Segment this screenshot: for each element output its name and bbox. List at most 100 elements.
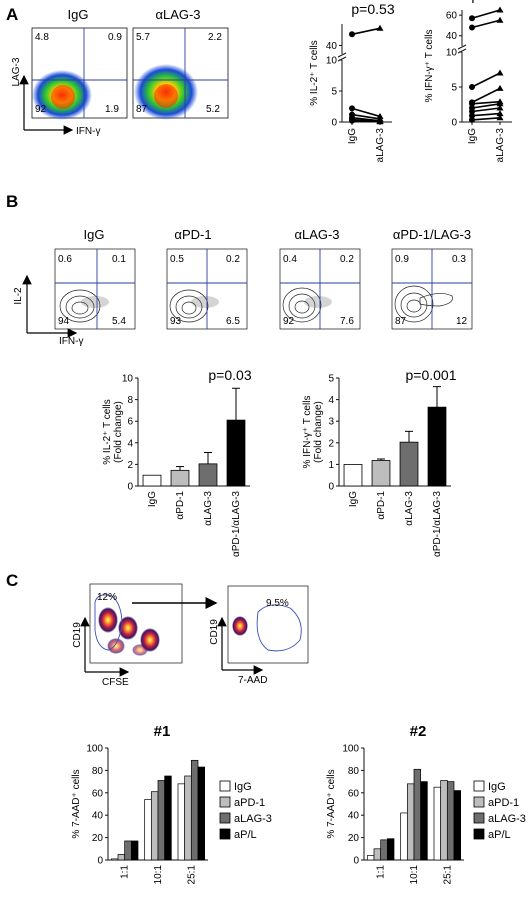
- flow-x-axis-label: 7-AAD: [238, 675, 267, 686]
- quad-bl: 92: [35, 104, 47, 115]
- quad-bl: 87: [395, 316, 407, 327]
- panel-b-flow-plots: IgG 0.6 0.1 94 5.4 αPD-1 0.5 0.2 93 6.: [13, 227, 473, 347]
- y-tick-label: 20: [348, 833, 360, 844]
- y-tick-label: 40: [446, 31, 458, 42]
- bar-apd-1: [440, 780, 448, 861]
- pair-line: [351, 27, 381, 36]
- pair-line: [351, 113, 381, 120]
- pair-line: [351, 116, 381, 122]
- bar-ap-l: [197, 766, 206, 861]
- flow-x-axis-label: CFSE: [102, 677, 129, 688]
- y-tick-label: 80: [348, 766, 360, 777]
- bar: [198, 463, 218, 487]
- flow-title: αLAG-3: [155, 7, 200, 22]
- bar-ap-l: [164, 775, 172, 861]
- quad-tl: 0.5: [170, 254, 184, 265]
- x-tick-label: 10:1: [409, 865, 420, 885]
- quad-tl: 0.6: [58, 254, 72, 265]
- quad-bl: 94: [58, 316, 70, 327]
- bar-apd-1: [373, 848, 382, 861]
- legend-swatch: [219, 796, 231, 808]
- flow-y-axis-label: IL-2: [13, 287, 24, 305]
- flow-y-axis-label: LAG-3: [11, 57, 22, 86]
- data-point-alag3: [496, 104, 504, 111]
- y-tick-label: 20: [92, 833, 104, 844]
- bar-igg: [366, 855, 375, 861]
- data-point-alag3: [496, 6, 504, 13]
- bar-igg: [177, 783, 186, 861]
- pair-line: [471, 9, 501, 19]
- bar: [371, 460, 391, 487]
- data-point-alag3: [376, 24, 384, 31]
- pair-line: [471, 107, 501, 113]
- y-axis-label: % IL-2⁺ T cells: [102, 399, 113, 465]
- y-tick-label: 0: [451, 118, 457, 129]
- x-tick-label: 1:1: [120, 865, 131, 879]
- y-tick-label: 0: [353, 856, 359, 867]
- pair-line: [351, 107, 381, 118]
- quad-tl: 4.8: [35, 32, 49, 43]
- panel-c-flow-plots: 12% 9.5% CD19 CFSE CD19 7-AAD: [72, 583, 309, 688]
- quad-bl: 92: [283, 316, 295, 327]
- flow-title: IgG: [84, 227, 105, 242]
- y-tick-label: 10: [446, 48, 458, 59]
- bar-alag-3: [380, 839, 388, 861]
- data-point-igg: [469, 116, 475, 123]
- flow-plot-b-alag3: αLAG-3 0.4 0.2 92 7.6: [279, 227, 361, 330]
- flow-title: αPD-1/LAG-3: [393, 227, 471, 242]
- panel-a-flow-plots: IgG 4.8 0.9 92 1.9 αLAG-3 5.7 2.2 87 5.2…: [11, 7, 229, 137]
- legend-label: aPD-1: [234, 797, 265, 809]
- chart-A_IL2: p=0.53 0 5 10 40 IgG aLAG-3 % IL-2⁺ T cells: [309, 1, 395, 162]
- data-point-alag3: [496, 114, 504, 121]
- bar-alag-3: [413, 768, 422, 861]
- legend-label: aP/L: [234, 829, 257, 841]
- chart-C_2: #2 0 20 40 60 80 100 1:1 10:1 25:1 IgG aPD-1 aLAG-3 a…: [326, 723, 526, 884]
- x-tick-label: aLAG-3: [375, 128, 386, 163]
- y-tick-label: 2: [127, 460, 133, 471]
- bar: [142, 474, 162, 487]
- pair-line: [471, 87, 501, 104]
- legend-label: aPD-1: [488, 797, 519, 809]
- quad-bl: 87: [136, 104, 148, 115]
- bar: [399, 441, 419, 487]
- y-tick-label: 1: [328, 460, 334, 471]
- y-tick-label: 10: [122, 374, 134, 385]
- y-tick-label: 0: [97, 856, 103, 867]
- legend-label: aLAG-3: [488, 813, 526, 825]
- x-tick-label: IgG: [467, 128, 478, 144]
- data-point-igg: [469, 100, 475, 107]
- gate-percent: 12%: [97, 592, 117, 603]
- data-point-igg: [469, 24, 475, 31]
- y-tick-label: 100: [86, 744, 103, 755]
- data-point-alag3: [496, 100, 504, 107]
- chart-title: #2: [410, 723, 427, 740]
- y-tick-label: 4: [328, 395, 334, 406]
- x-tick-label: IgG: [348, 491, 359, 507]
- quad-br: 1.9: [105, 104, 119, 115]
- y-axis-label: % 7-AAD⁺ cells: [71, 769, 82, 838]
- chart-title: p=0.53: [351, 1, 394, 17]
- panel-letter-a: A: [6, 5, 18, 24]
- legend-swatch: [473, 796, 485, 808]
- y-tick-label: 80: [92, 766, 104, 777]
- legend-label: IgG: [234, 781, 252, 793]
- chart-B_IFNg: 0 1 2 3 4 5 IgG αPD-1 αLAG-3 αPD-1/αLAG-3 p=0.001%…: [302, 367, 457, 557]
- bar: [343, 463, 363, 487]
- legend-swatch: [219, 828, 231, 840]
- legend-label: aP/L: [488, 829, 511, 841]
- y-axis-label: % IL-2⁺ T cells: [309, 40, 320, 106]
- pair-line: [471, 19, 501, 29]
- quad-br: 12: [456, 316, 468, 327]
- quad-br: 6.5: [226, 316, 240, 327]
- quad-tl: 0.9: [395, 254, 409, 265]
- flow-plot-b-igg: IgG 0.6 0.1 94 5.4: [54, 227, 136, 330]
- chart-title: p=0.06: [471, 0, 514, 3]
- bar: [170, 469, 190, 487]
- legend-swatch: [219, 812, 231, 824]
- y-axis-label: % IFN-γ⁺ T cells: [424, 30, 435, 103]
- panel-letter-b: B: [6, 192, 18, 211]
- y-tick-label: 5: [451, 83, 457, 94]
- data-point-igg: [469, 108, 475, 115]
- legend-swatch: [473, 828, 485, 840]
- x-tick-label: 10:1: [153, 865, 164, 885]
